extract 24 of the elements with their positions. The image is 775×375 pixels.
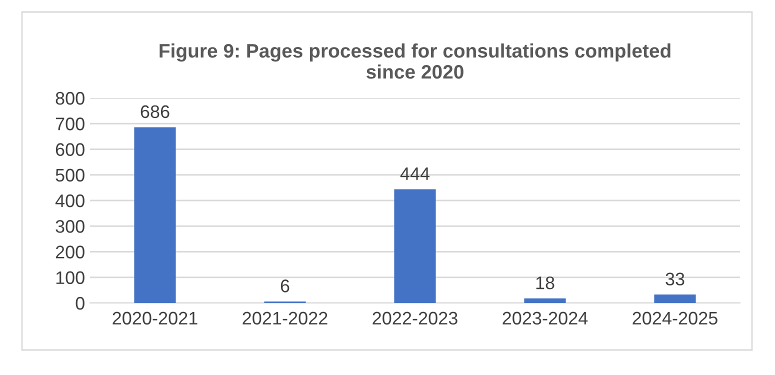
y-tick-label: 0 — [76, 296, 84, 310]
y-tick-label: 700 — [56, 118, 84, 130]
y-tick-label: 600 — [56, 143, 84, 156]
y-tick-label: 200 — [56, 246, 84, 258]
y-tick-label: 400 — [55, 194, 84, 208]
data-label: 18 — [536, 276, 554, 290]
y-tick-label: 300 — [56, 220, 84, 233]
data-label: 444 — [400, 168, 430, 180]
bar — [524, 298, 566, 303]
chart-title: Figure 9: Pages processed for consultations completed since 2020 — [160, 43, 670, 79]
bar — [394, 189, 436, 303]
bar — [134, 127, 176, 303]
x-tick-label: 2022-2023 — [372, 312, 458, 325]
data-label: 686 — [140, 105, 170, 118]
x-tick-label: 2021-2022 — [242, 312, 328, 325]
x-tick-label: 2020-2021 — [112, 312, 198, 325]
data-label: 6 — [280, 280, 290, 292]
y-tick-label: 800 — [56, 92, 84, 105]
x-tick-label: 2024-2025 — [632, 312, 718, 325]
x-tick-label: 2023-2024 — [502, 312, 588, 325]
data-label: 33 — [666, 272, 684, 286]
y-tick-label: 500 — [56, 168, 84, 182]
y-tick-label: 100 — [56, 271, 84, 284]
bar — [654, 294, 696, 303]
